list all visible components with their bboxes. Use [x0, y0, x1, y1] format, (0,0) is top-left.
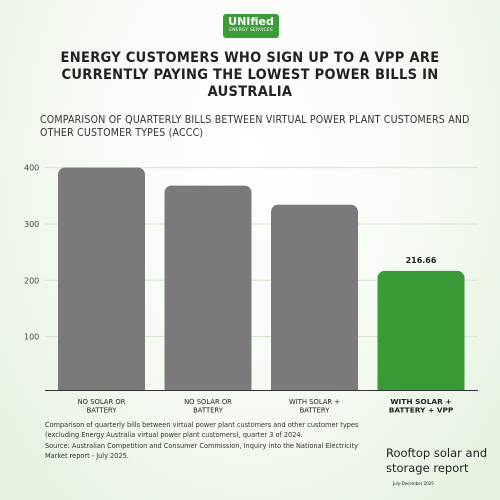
y-tick-label: 200: [24, 276, 39, 285]
x-tick-label: NO SOLAR OR: [184, 398, 232, 406]
y-tick-label: 300: [24, 220, 39, 229]
x-tick-label: NO SOLAR OR: [78, 398, 126, 406]
chart-source: Source: Australian Competition and Consu…: [45, 441, 359, 460]
bar-base: [164, 380, 252, 390]
bar: [377, 270, 465, 390]
logo-tagline: ENERGY SERVICES: [229, 28, 273, 33]
bar: [164, 185, 252, 390]
report-title: Rooftop solar and storage report: [386, 446, 488, 475]
x-tick-label: WITH SOLAR +: [289, 398, 340, 406]
chart-subtitle: COMPARISON OF QUARTERLY BILLS BETWEEN VI…: [40, 114, 470, 139]
unified-logo: UNIfied ENERGY SERVICES: [223, 14, 279, 38]
report-date: July-December 2025: [393, 481, 434, 486]
bar: [58, 167, 145, 390]
y-tick-label: 400: [24, 164, 39, 173]
logo-name: UNIfied: [228, 15, 274, 28]
bar-base: [377, 380, 465, 390]
y-tick-label: 100: [24, 333, 39, 342]
bar-base: [58, 380, 145, 390]
x-tick-label: BATTERY: [300, 407, 331, 415]
x-tick-label: BATTERY + VPP: [389, 406, 454, 415]
chart-description: Comparison of quarterly bills between vi…: [45, 420, 359, 439]
x-tick-label: BATTERY: [193, 407, 224, 415]
x-tick-label: WITH SOLAR +: [390, 397, 451, 406]
bar: [271, 204, 358, 390]
chart-title: ENERGY CUSTOMERS WHO SIGN UP TO A VPP AR…: [60, 50, 440, 100]
bar-base: [271, 380, 358, 390]
x-tick-label: BATTERY: [87, 407, 118, 415]
chart-notes: Comparison of quarterly bills between vi…: [45, 420, 375, 460]
data-label: 216.66: [406, 256, 437, 265]
